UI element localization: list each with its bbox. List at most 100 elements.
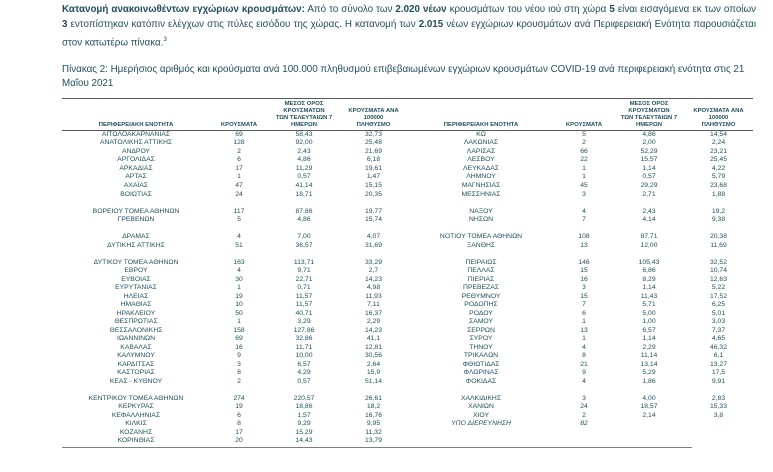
cell-region: ΡΟΔΟΥ — [469, 309, 493, 317]
cell-cases: 20 — [235, 437, 243, 445]
table-row: ΚΟΡΙΝΘΙΑΣ 20 14,43 13,79 — [62, 437, 753, 446]
cell-avg7days: 11,29 — [295, 164, 313, 172]
cell-per100k: 2,64 — [366, 360, 381, 368]
cell-region: ΓΡΕΒΕΝΩΝ — [117, 216, 155, 224]
cell-cases: 163 — [233, 258, 245, 266]
cell-region: ΧΑΛΚΙΔΙΚΗΣ — [460, 394, 502, 402]
cell-cases: 45 — [580, 181, 588, 189]
cell-avg7days: 4,00 — [642, 394, 656, 402]
table-row: ΓΡΕΒΕΝΩΝ 5 4,86 15,74 ΝΗΣΩΝ 7 4,14 9,38 — [62, 216, 753, 225]
cell-region: ΛΗΜΝΟΥ — [466, 173, 496, 181]
cell-per100k — [685, 437, 752, 446]
cell-per100k: 11,69 — [710, 241, 727, 249]
cell-per100k: 16,76 — [364, 411, 382, 419]
cell-region: ΡΕΘΥΜΝΟΥ — [461, 292, 501, 300]
cell-region: ΚΟΖΑΝΗΣ — [119, 428, 153, 436]
text-segment: εντοπίστηκαν κατόπιν ελέγχων στις πύλες … — [67, 19, 419, 30]
cell-per100k: 6,25 — [711, 301, 726, 309]
cell-per100k: 11,93 — [365, 292, 382, 300]
cell-cases: 51 — [235, 241, 243, 249]
cell-region — [62, 250, 210, 259]
cell-per100k: 17,52 — [709, 292, 727, 300]
cell-per100k: 11,32 — [365, 428, 382, 436]
cell-avg7days — [268, 386, 340, 395]
cell-avg7days: 2,00 — [642, 139, 656, 147]
cell-cases: 2 — [237, 377, 241, 385]
table-row: ΚΟΖΑΝΗΣ 17 15,29 11,32 — [62, 429, 753, 438]
cell-region — [407, 429, 555, 438]
cell-region: ΚΕΝΤΡΙΚΟΥ ΤΟΜΕΑ ΑΘΗΝΩΝ — [88, 394, 184, 402]
cell-per100k: 7,11 — [367, 301, 380, 309]
cell-region: ΑΝΑΤΟΛΙΚΗΣ ΑΤΤΙΚΗΣ — [99, 139, 173, 147]
cell-per100k: 18,2 — [366, 403, 381, 411]
cell-cases: 16 — [580, 275, 588, 283]
cell-avg7days: 127,86 — [293, 326, 315, 334]
column-header: ΠΕΡΙΦΕΡΕΙΑΚΗ ΕΝΟΤΗΤΑ — [443, 121, 519, 128]
cell-per100k: 9,91 — [711, 377, 726, 385]
cell-region: ΝΟΤΙΟΥ ΤΟΜΕΑ ΑΘΗΝΩΝ — [439, 233, 523, 241]
cell-cases: 1 — [582, 318, 586, 326]
cell-region: ΔΡΑΜΑΣ — [122, 233, 150, 241]
cell-region: ΝΗΣΩΝ — [468, 216, 493, 224]
cell-cases: 1 — [237, 284, 241, 292]
cell-region: ΦΛΩΡΙΝΑΣ — [463, 369, 499, 377]
text-segment: Από το σύνολο των — [304, 4, 396, 15]
cell-per100k: 15,74 — [364, 216, 382, 224]
cell-avg7days: 4,14 — [642, 216, 656, 224]
cell-cases: 3 — [237, 360, 241, 368]
cell-avg7days: 11,14 — [640, 352, 658, 360]
cell-avg7days: 18,57 — [640, 403, 658, 411]
cell-per100k: 2,24 — [711, 139, 726, 147]
column-header: ΠΕΡΙΦΕΡΕΙΑΚΗ ΕΝΟΤΗΤΑ — [98, 121, 174, 128]
cell-region: ΧΑΝΙΩΝ — [468, 403, 494, 411]
cell-avg7days: 52,29 — [640, 147, 658, 155]
cell-region: ΚΕΡΚΥΡΑΣ — [118, 403, 154, 411]
cell-per100k: 25,48 — [364, 139, 382, 147]
table-row: ΕΥΡΥΤΑΝΙΑΣ 1 0,71 4,98 ΠΡΕΒΕΖΑΣ 3 1,14 5,22 — [62, 284, 753, 293]
table-row: ΑΧΑΪΑΣ 47 41,14 15,15 ΜΑΓΝΗΣΙΑΣ 45 29,29 23,68 — [62, 182, 753, 191]
cell-region: ΑΙΤΩΛΟΑΚΑΡΝΑΝΙΑΣ — [101, 130, 171, 138]
cell-per100k: 20,35 — [364, 190, 382, 198]
cell-per100k: 10,74 — [709, 267, 727, 275]
cell-avg7days: 87,86 — [295, 207, 313, 215]
text-segment: 3 — [62, 19, 68, 30]
cell-cases: 6 — [237, 156, 241, 164]
cell-region: ΛΑΚΩΝΙΑΣ — [463, 139, 499, 147]
column-header: ΚΡΟΥΣΜΑΤΑ ΑΝΑ 100000 ΠΛΗΘΥΣΜΟ — [348, 108, 399, 128]
cell-region: ΛΕΣΒΟΥ — [467, 156, 495, 164]
cell-per100k: 15,15 — [364, 181, 382, 189]
cell-per100k: 4,65 — [711, 335, 726, 343]
cell-per100k: 4,22 — [711, 164, 726, 172]
cell-region: ΚΕΦΑΛΛΗΝΙΑΣ — [111, 411, 161, 419]
table-row: ΑΡΚΑΔΙΑΣ 17 11,29 19,61 ΛΕΥΚΑΔΑΣ 1 1,14 4,22 — [62, 165, 753, 174]
cell-region: ΦΟΚΙΔΑΣ — [465, 377, 497, 385]
table-row: ΚΑΣΤΟΡΙΑΣ 8 4,29 15,9 ΦΛΩΡΙΝΑΣ 9 5,29 17,5 — [62, 369, 753, 378]
cell-avg7days: 2,29 — [642, 343, 656, 351]
text-segment: κρουσμάτων του νέου ιού στη χώρα — [446, 4, 610, 15]
cell-per100k — [340, 250, 407, 259]
cell-avg7days: 9,29 — [297, 420, 311, 428]
cell-avg7days: 14,43 — [295, 437, 313, 445]
cell-avg7days: 15,29 — [295, 428, 313, 436]
cell-per100k: 14,23 — [364, 326, 382, 334]
cell-per100k: 25,45 — [709, 156, 727, 164]
cell-region: ΛΑΡΙΣΑΣ — [466, 147, 496, 155]
cell-cases: 50 — [235, 309, 243, 317]
cell-per100k: 46,32 — [709, 343, 727, 351]
cell-cases: 6 — [582, 309, 586, 317]
cell-per100k: 2,83 — [711, 394, 726, 402]
table-row: ΘΕΣΣΑΛΟΝΙΚΗΣ 158 127,86 14,23 ΣΕΡΡΩΝ 13 6,57 7,… — [62, 327, 753, 336]
cell-cases: 274 — [233, 394, 245, 402]
cell-avg7days: 0,57 — [297, 173, 311, 181]
cell-per100k: 32,52 — [709, 258, 727, 266]
cell-avg7days: 5,29 — [642, 369, 656, 377]
column-header: ΜΕΣΟΣ ΟΡΟΣ ΚΡΟΥΣΜΑΤΩΝ ΤΩΝ ΤΕΛΕΥΤΑΙΩΝ 7 Η… — [275, 101, 333, 128]
cell-region: ΡΟΔΟΠΗΣ — [464, 301, 498, 309]
cell-cases: 24 — [580, 403, 588, 411]
cell-avg7days: 2,43 — [642, 207, 656, 215]
cell-avg7days: 2,43 — [297, 147, 311, 155]
cell-avg7days: 32,86 — [295, 335, 313, 343]
page-content: Κατανομή ανακοινωθέντων εγχώριων κρουσμά… — [62, 2, 756, 448]
table-body: ΑΙΤΩΛΟΑΚΑΡΝΑΝΙΑΣ 69 58,43 32,73 ΚΩ 5 4,86 14,54… — [62, 131, 753, 446]
